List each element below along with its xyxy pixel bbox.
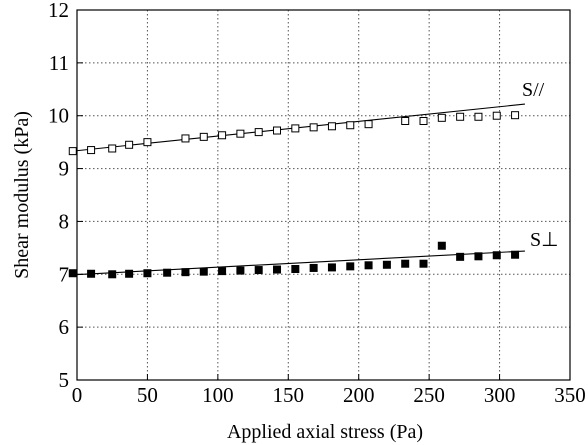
point-parallel xyxy=(401,117,410,125)
axis-ticks xyxy=(76,9,571,381)
point-perpendicular xyxy=(419,259,428,268)
x-tick-label: 50 xyxy=(137,383,158,407)
y-tick-label: 8 xyxy=(59,209,70,233)
point-parallel xyxy=(236,129,245,138)
x-tick-label: 0 xyxy=(72,383,83,407)
point-perpendicular xyxy=(108,270,117,279)
point-perpendicular xyxy=(437,241,446,250)
point-perpendicular xyxy=(346,262,355,271)
point-perpendicular xyxy=(327,263,336,272)
point-parallel xyxy=(125,140,134,149)
point-perpendicular xyxy=(492,251,501,260)
point-parallel xyxy=(327,122,336,131)
series-label-parallel: S// xyxy=(522,79,545,101)
point-parallel xyxy=(291,124,300,133)
data-points xyxy=(68,111,520,279)
point-parallel xyxy=(346,121,355,130)
point-parallel xyxy=(218,131,227,140)
point-parallel xyxy=(456,112,465,121)
x-tick-label: 350 xyxy=(554,383,586,407)
x-tick-label: 250 xyxy=(413,383,445,407)
point-perpendicular xyxy=(254,266,263,275)
y-tick-label: 6 xyxy=(59,315,70,339)
point-perpendicular xyxy=(309,263,318,272)
point-parallel xyxy=(108,144,117,153)
point-perpendicular xyxy=(218,267,227,276)
point-perpendicular xyxy=(456,252,465,261)
point-perpendicular xyxy=(181,268,190,277)
point-perpendicular xyxy=(511,250,520,259)
point-perpendicular xyxy=(199,267,208,276)
point-parallel xyxy=(68,147,77,156)
y-tick-label: 12 xyxy=(48,0,69,22)
y-axis-title: Shear modulus (kPa) xyxy=(11,111,33,279)
point-perpendicular xyxy=(474,252,483,261)
point-parallel xyxy=(254,128,263,137)
point-parallel xyxy=(309,123,318,132)
point-perpendicular xyxy=(87,269,96,278)
point-perpendicular xyxy=(236,266,245,275)
point-parallel xyxy=(364,120,373,129)
y-tick-label: 11 xyxy=(49,51,69,75)
x-tick-label: 100 xyxy=(202,383,234,407)
grid-lines xyxy=(77,10,570,380)
point-parallel xyxy=(474,112,483,121)
point-perpendicular xyxy=(163,268,172,277)
y-tick-label: 9 xyxy=(59,157,70,181)
y-tick-label: 10 xyxy=(48,104,69,128)
point-parallel xyxy=(492,111,501,120)
point-parallel xyxy=(87,146,96,155)
point-parallel xyxy=(143,138,152,147)
x-tick-label: 300 xyxy=(484,383,516,407)
point-parallel xyxy=(199,132,208,141)
point-perpendicular xyxy=(364,261,373,270)
plot-frame xyxy=(76,9,571,381)
point-parallel xyxy=(419,117,428,125)
point-parallel xyxy=(273,126,282,135)
point-parallel xyxy=(511,111,520,120)
x-tick-label: 200 xyxy=(343,383,375,407)
point-parallel xyxy=(181,134,190,143)
point-parallel xyxy=(437,113,446,122)
point-perpendicular xyxy=(291,265,300,273)
x-tick-label: 150 xyxy=(273,383,305,407)
point-perpendicular xyxy=(143,269,152,278)
x-axis-title: Applied axial stress (Pa) xyxy=(227,421,423,443)
y-tick-label: 7 xyxy=(59,262,70,286)
point-perpendicular xyxy=(273,265,282,274)
point-perpendicular xyxy=(401,259,410,268)
point-perpendicular xyxy=(382,260,391,269)
series-label-perpendicular: S⊥ xyxy=(530,229,559,251)
point-perpendicular xyxy=(68,269,77,278)
point-perpendicular xyxy=(125,269,134,278)
tick-labels: 5 6 7 8 9 10 11 12 0 50 100 150 200 250 300 350 xyxy=(48,0,586,407)
y-tick-label: 5 xyxy=(59,368,70,392)
